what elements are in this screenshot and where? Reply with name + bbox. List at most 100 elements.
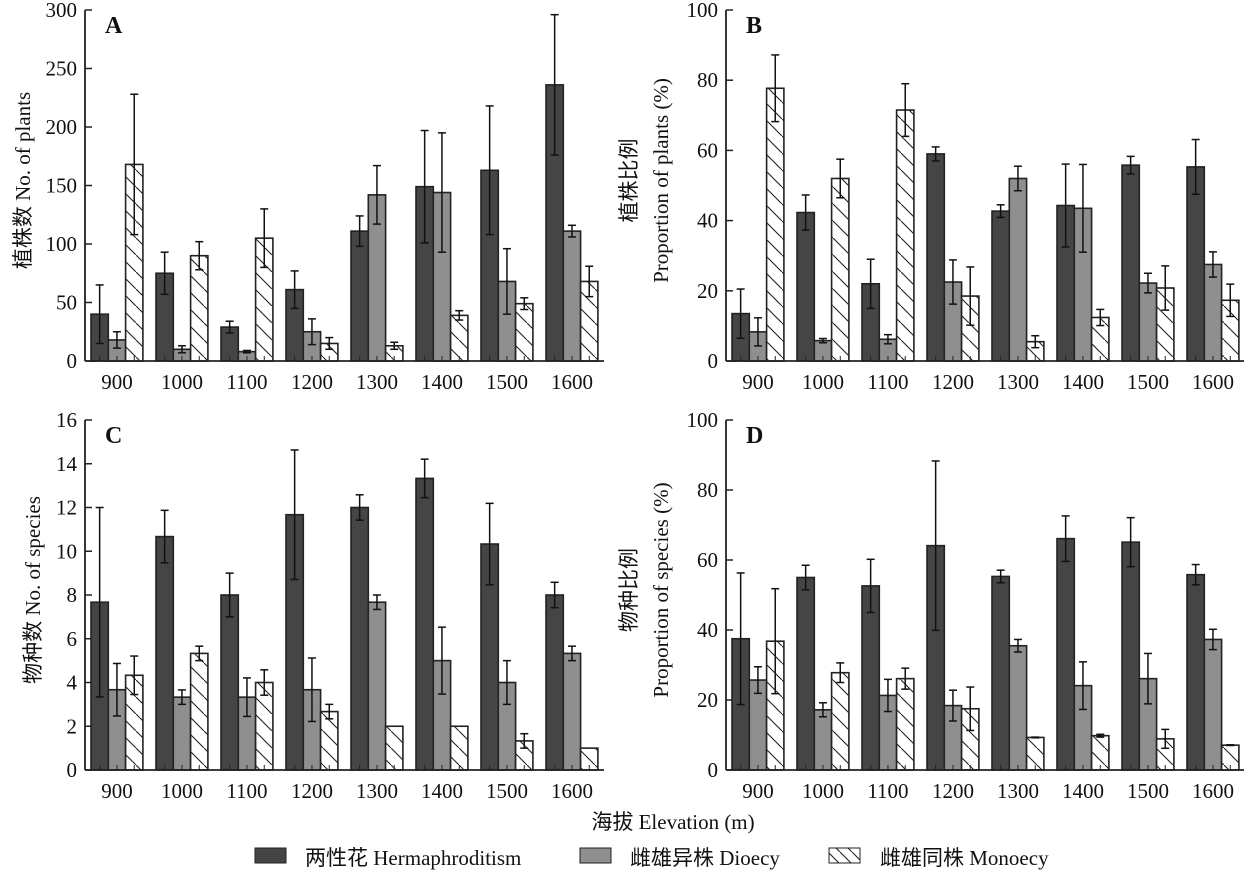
x-tick-label-1100: 1100 (226, 370, 267, 394)
error-bar-hermaphroditism-1100 (225, 320, 234, 334)
bar-hermaphroditism-1600 (1186, 166, 1206, 362)
bar-monoecy-1400 (449, 725, 469, 771)
panel-d: 900 1000 1100 1200 1300 1400 1500 1600 0 20 40 60 80… (617, 408, 1244, 803)
error-bar-hermaphroditism-1500 (485, 502, 494, 586)
bar-hermaphroditism-1000 (796, 211, 816, 362)
error-bar-dioecy-1100 (883, 678, 892, 713)
error-bar-monoecy-1000 (836, 662, 845, 684)
y-tick-label-40: 40 (697, 618, 718, 642)
error-bar-monoecy-1000 (836, 158, 845, 199)
bar-hermaphroditism-1300 (350, 506, 370, 771)
x-tick-label-1200: 1200 (291, 370, 333, 394)
error-bar-monoecy-1000 (195, 240, 204, 271)
error-bar-dioecy-1000 (177, 689, 186, 706)
legend-item-monoecy: 雌雄同株 Monoecy (828, 846, 1049, 870)
x-tick-label-1500: 1500 (486, 370, 528, 394)
legend-swatch-dioecy (579, 847, 612, 864)
x-tick-label-1000: 1000 (161, 779, 203, 803)
x-tick-label-1100: 1100 (226, 779, 267, 803)
panel-letter-d: D (746, 423, 763, 449)
x-tick-label-1200: 1200 (291, 779, 333, 803)
y-tick-label-20: 20 (697, 688, 718, 712)
error-bar-monoecy-1200 (325, 703, 334, 720)
y-tick-label-100: 100 (46, 232, 78, 256)
x-tick-label-1300: 1300 (356, 779, 398, 803)
error-bar-dioecy-1600 (567, 645, 576, 662)
x-tick-label-1500: 1500 (1127, 779, 1169, 803)
error-bar-monoecy-1600 (1226, 283, 1235, 318)
bar-dioecy-1600 (1203, 263, 1223, 362)
x-tick-label-1400: 1400 (421, 779, 463, 803)
error-bar-monoecy-1600 (1226, 744, 1235, 747)
y-tick-label-12: 12 (56, 496, 77, 520)
error-bar-hermaphroditism-1300 (996, 569, 1005, 584)
error-bar-dioecy-1600 (1208, 628, 1217, 651)
x-tick-label-1500: 1500 (486, 779, 528, 803)
bar-hermaphroditism-1600 (545, 594, 565, 771)
y-tick-label-0: 0 (708, 758, 719, 782)
legend-label-dioecy: 雌雄异株 Dioecy (630, 846, 780, 870)
bar-dioecy-1600 (562, 652, 582, 771)
error-bar-hermaphroditism-1400 (1061, 515, 1070, 563)
bar-monoecy-1200 (319, 710, 339, 771)
error-bar-hermaphroditism-1400 (420, 458, 429, 499)
y-tick-label-0: 0 (67, 349, 78, 373)
x-tick-label-1000: 1000 (802, 370, 844, 394)
error-bar-dioecy-1100 (242, 349, 251, 354)
error-bar-monoecy-1100 (901, 667, 910, 690)
y-tick-label-40: 40 (697, 209, 718, 233)
bar-hermaphroditism-1200 (926, 153, 946, 362)
error-bar-dioecy-1200 (307, 657, 316, 723)
y-tick-label-16: 16 (56, 408, 77, 432)
error-bar-hermaphroditism-1000 (801, 564, 810, 591)
error-bar-monoecy-1400 (1096, 308, 1105, 327)
bar-monoecy-1000 (189, 254, 209, 362)
error-bar-dioecy-1500 (1143, 272, 1152, 294)
y-tick-label-250: 250 (46, 57, 78, 81)
error-bar-hermaphroditism-1500 (1126, 155, 1135, 175)
bar-dioecy-1600 (1203, 638, 1223, 771)
error-bar-dioecy-1100 (242, 677, 251, 718)
x-tick-label-1600: 1600 (1192, 779, 1234, 803)
bar-hermaphroditism-1600 (1186, 573, 1206, 771)
x-tick-label-1500: 1500 (1127, 370, 1169, 394)
error-bar-dioecy-1300 (1013, 165, 1022, 192)
x-tick-label-1200: 1200 (932, 779, 974, 803)
panel-letter-b: B (746, 13, 762, 39)
error-bar-dioecy-900 (112, 331, 121, 349)
error-bar-dioecy-900 (753, 317, 762, 347)
bar-monoecy-1400 (449, 314, 469, 362)
error-bar-hermaphroditism-900 (736, 288, 745, 339)
bar-dioecy-1300 (367, 601, 387, 771)
panel-letter-a: A (105, 13, 123, 39)
x-tick-label-1400: 1400 (1062, 370, 1104, 394)
x-tick-label-1300: 1300 (997, 779, 1039, 803)
x-axis-title: 海拔 Elevation (m) (591, 810, 754, 834)
error-bar-dioecy-1100 (883, 333, 892, 345)
error-bar-monoecy-1100 (260, 208, 269, 269)
error-bar-monoecy-1100 (901, 82, 910, 138)
error-bar-dioecy-1500 (502, 659, 511, 706)
error-bar-hermaphroditism-1400 (420, 129, 429, 244)
x-tick-label-1000: 1000 (161, 370, 203, 394)
error-bar-hermaphroditism-1200 (931, 460, 940, 632)
error-bar-dioecy-1500 (502, 247, 511, 315)
error-bar-monoecy-1400 (1096, 733, 1105, 738)
y-tick-label-0: 0 (708, 349, 719, 373)
bar-dioecy-1000 (172, 696, 192, 771)
error-bar-hermaphroditism-1000 (801, 194, 810, 231)
error-bar-dioecy-1000 (818, 702, 827, 718)
y-tick-label-4: 4 (67, 671, 78, 695)
y-axis-title-d-line2: Proportion of species (%) (649, 482, 673, 697)
y-tick-label-0: 0 (67, 758, 78, 782)
x-tick-label-900: 900 (101, 779, 133, 803)
x-tick-label-1600: 1600 (1192, 370, 1234, 394)
error-bar-hermaphroditism-1000 (160, 509, 169, 564)
y-tick-label-60: 60 (697, 548, 718, 572)
bar-monoecy-1100 (895, 109, 915, 362)
bar-monoecy-1300 (384, 725, 404, 771)
error-bar-monoecy-1400 (455, 309, 464, 321)
y-tick-label-80: 80 (697, 68, 718, 92)
error-bar-monoecy-900 (771, 54, 780, 123)
